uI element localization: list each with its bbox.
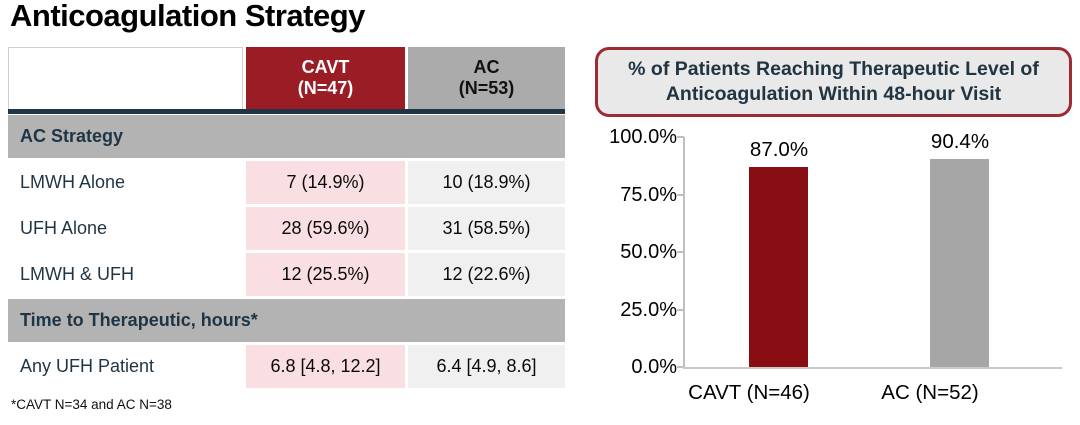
x-category-label-cavt: CAVT (N=46)	[688, 381, 810, 404]
bar-value-label-ac: 90.4%	[930, 130, 990, 154]
column-header-cavt-line2: (N=47)	[297, 78, 354, 98]
y-tick-label-0: 0.0%	[631, 356, 677, 378]
bar-chart-plot-area: 87.0% 90.4%	[683, 130, 1062, 367]
column-header-ac-line2: (N=53)	[458, 78, 515, 98]
cell-ufh-alone-cavt: 28 (59.6%)	[246, 207, 405, 250]
table-body: AC Strategy LMWH Alone 7 (14.9%) 10 (18.…	[8, 115, 565, 388]
cell-ufh-alone-ac: 31 (58.5%)	[408, 207, 565, 250]
row-label-lmwh-and-ufh: LMWH & UFH	[8, 253, 243, 296]
column-header-ac: AC (N=53)	[408, 47, 565, 109]
y-tick-label-100: 100.0%	[609, 126, 677, 148]
cell-lmwh-and-ufh-ac: 12 (22.6%)	[408, 253, 565, 296]
x-axis-line	[683, 367, 1062, 369]
chart-title: % of Patients Reaching Therapeutic Level…	[628, 58, 1039, 105]
chart-title-box: % of Patients Reaching Therapeutic Level…	[595, 47, 1072, 117]
page-title: Anticoagulation Strategy	[10, 0, 365, 33]
table-corner-cell	[8, 47, 243, 109]
section-row-time-to-therapeutic: Time to Therapeutic, hours*	[8, 299, 565, 342]
column-header-cavt: CAVT (N=47)	[246, 47, 405, 109]
y-tick-mark	[677, 251, 684, 253]
x-category-label-ac: AC (N=52)	[881, 381, 979, 404]
y-tick-label-25: 25.0%	[620, 298, 677, 321]
cell-lmwh-alone-cavt: 7 (14.9%)	[246, 161, 405, 204]
row-label-ufh-alone: UFH Alone	[8, 207, 243, 250]
header-divider-line	[8, 109, 565, 114]
cell-any-ufh-patient-ac: 6.4 [4.9, 8.6]	[408, 345, 565, 388]
bar-cavt	[749, 166, 808, 367]
cell-lmwh-and-ufh-cavt: 12 (25.5%)	[246, 253, 405, 296]
row-label-any-ufh-patient: Any UFH Patient	[8, 345, 243, 388]
table-footnote: *CAVT N=34 and AC N=38	[11, 397, 172, 412]
y-tick-label-50: 50.0%	[620, 241, 677, 263]
y-tick-mark	[677, 308, 684, 311]
y-tick-mark	[677, 136, 684, 138]
y-tick-label-75: 75.0%	[620, 183, 677, 206]
cell-any-ufh-patient-cavt: 6.8 [4.8, 12.2]	[246, 345, 405, 388]
bar-ac	[930, 159, 989, 367]
section-row-ac-strategy: AC Strategy	[8, 115, 565, 158]
column-header-cavt-line1: CAVT	[301, 57, 350, 77]
y-tick-mark	[677, 193, 684, 196]
y-tick-mark	[677, 366, 684, 368]
row-label-lmwh-alone: LMWH Alone	[8, 161, 243, 204]
cell-lmwh-alone-ac: 10 (18.9%)	[408, 161, 565, 204]
anticoagulation-table: CAVT (N=47) AC (N=53) AC Strategy LMWH A…	[8, 47, 565, 388]
table-header-row: CAVT (N=47) AC (N=53)	[8, 47, 565, 109]
y-axis-line	[683, 137, 685, 368]
bar-value-label-cavt: 87.0%	[749, 137, 809, 161]
column-header-ac-line1: AC	[473, 57, 500, 77]
